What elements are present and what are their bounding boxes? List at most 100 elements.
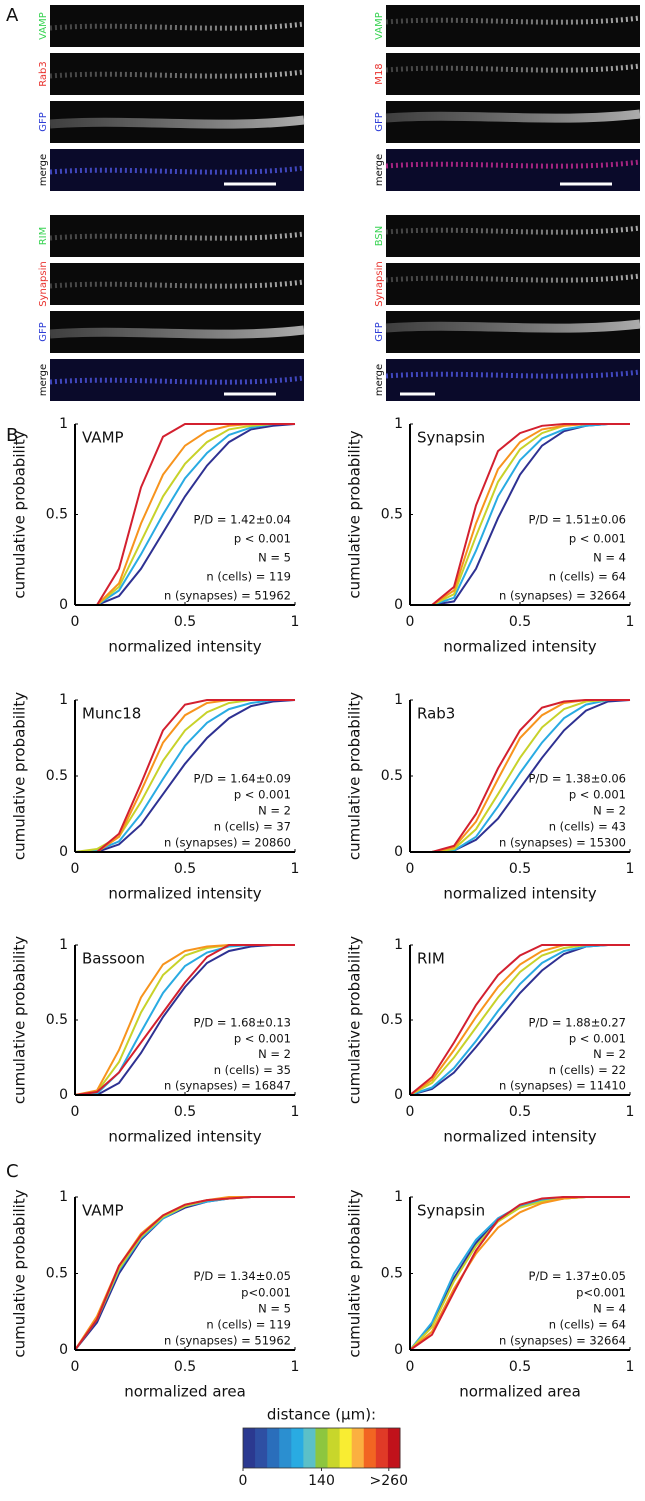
annotation: p < 0.001	[569, 788, 626, 802]
chart-title: Synapsin	[417, 1202, 485, 1220]
chart-title: VAMP	[82, 1202, 124, 1220]
y-tick-label: 0	[394, 1342, 403, 1358]
annotation: n (synapses) = 51962	[164, 1334, 291, 1348]
channel-label: Rab3	[38, 61, 49, 87]
annotation: n (synapses) = 11410	[499, 1079, 626, 1093]
y-tick-label: 0	[59, 1342, 68, 1358]
dendrite	[49, 165, 305, 175]
y-tick-label: 0	[394, 597, 403, 613]
y-axis-label: cumulative probability	[346, 692, 364, 860]
x-axis-label: normalized intensity	[108, 638, 261, 656]
colorbar-swatch	[327, 1428, 341, 1468]
colorbar-swatch	[351, 1428, 365, 1468]
y-axis-label: cumulative probability	[11, 1189, 29, 1357]
annotation: n (synapses) = 51962	[164, 589, 291, 603]
y-tick-label: 0.5	[46, 1266, 68, 1282]
y-tick-label: 0.5	[381, 507, 403, 523]
y-tick-label: 0.5	[46, 1012, 68, 1028]
channel-label: GFP	[38, 112, 49, 132]
y-tick-label: 1	[394, 416, 403, 432]
annotation: p < 0.001	[569, 531, 626, 545]
annotation: n (synapses) = 15300	[499, 836, 626, 850]
x-tick-label: 0.5	[174, 1104, 196, 1120]
annotation: N = 5	[258, 550, 291, 564]
x-tick-label: 0	[406, 1359, 415, 1375]
annotation: P/D = 1.37±0.05	[529, 1269, 626, 1283]
chart-title: Rab3	[417, 705, 455, 723]
annotation: n (synapses) = 32664	[499, 589, 626, 603]
colorbar-swatch	[387, 1428, 401, 1468]
y-axis-label: cumulative probability	[346, 1189, 364, 1357]
panel-label: B	[6, 425, 18, 446]
channel-label: VAMP	[38, 12, 49, 40]
annotation: n (cells) = 119	[206, 1317, 291, 1331]
colorbar-swatch	[339, 1428, 353, 1468]
annotation: n (synapses) = 20860	[164, 836, 291, 850]
annotation: p < 0.001	[234, 531, 291, 545]
x-tick-label: 1	[626, 614, 635, 630]
y-tick-label: 1	[394, 1189, 403, 1205]
channel-label: BSN	[374, 226, 385, 247]
channel-label: Synapsin	[38, 261, 49, 306]
x-tick-label: 1	[291, 1104, 300, 1120]
x-tick-label: 0	[406, 861, 415, 877]
y-tick-label: 1	[59, 416, 68, 432]
cdf-line	[410, 699, 630, 853]
x-tick-label: 0.5	[174, 861, 196, 877]
y-tick-label: 0	[59, 844, 68, 860]
colorbar-swatch	[375, 1428, 389, 1468]
colorbar-swatch	[315, 1428, 329, 1468]
chart-title: RIM	[417, 950, 445, 968]
chart-title: Synapsin	[417, 429, 485, 447]
chart-title: Bassoon	[82, 950, 145, 968]
x-axis-label: normalized area	[459, 1383, 581, 1401]
y-tick-label: 1	[394, 937, 403, 953]
annotation: p < 0.001	[569, 1031, 626, 1045]
x-tick-label: 0	[71, 1104, 80, 1120]
annotation: p<0.001	[241, 1285, 291, 1299]
dendrite	[49, 231, 305, 241]
annotation: n (synapses) = 32664	[499, 1334, 626, 1348]
colorbar-tick-label: >260	[370, 1473, 408, 1489]
annotation: p<0.001	[576, 1285, 626, 1299]
colorbar-swatch	[243, 1428, 256, 1468]
x-tick-label: 0.5	[174, 614, 196, 630]
channel-label: merge	[374, 154, 385, 186]
micrograph	[386, 5, 640, 47]
colorbar-swatch	[267, 1428, 280, 1468]
x-tick-label: 0.5	[509, 1104, 531, 1120]
annotation: n (cells) = 119	[206, 569, 291, 583]
x-tick-label: 0.5	[509, 861, 531, 877]
y-tick-label: 0.5	[381, 768, 403, 784]
y-tick-label: 1	[59, 1189, 68, 1205]
x-tick-label: 1	[291, 614, 300, 630]
annotation: P/D = 1.38±0.06	[529, 772, 626, 786]
annotation: N = 5	[258, 1301, 291, 1315]
y-tick-label: 0.5	[46, 507, 68, 523]
x-tick-label: 0	[406, 614, 415, 630]
cdf-line	[75, 699, 295, 853]
dendrite	[385, 319, 641, 333]
y-tick-label: 0	[59, 597, 68, 613]
cdf-line	[409, 1196, 630, 1351]
y-tick-label: 1	[59, 937, 68, 953]
dendrite	[385, 15, 641, 25]
cdf-line	[75, 699, 296, 853]
y-axis-label: cumulative probability	[346, 430, 364, 598]
cdf-line	[74, 699, 295, 853]
x-tick-label: 0	[71, 614, 80, 630]
dendrite	[385, 273, 641, 283]
dendrite	[49, 69, 305, 79]
dendrite	[385, 369, 641, 379]
annotation: N = 2	[258, 804, 291, 818]
annotation: n (cells) = 35	[214, 1063, 291, 1077]
cdf-line	[75, 423, 295, 606]
y-axis-label: cumulative probability	[11, 430, 29, 598]
cdf-line	[74, 944, 295, 1096]
annotation: n (cells) = 37	[214, 820, 291, 834]
y-tick-label: 0.5	[381, 1012, 403, 1028]
channel-label: GFP	[374, 112, 385, 132]
dendrite	[49, 115, 305, 129]
x-axis-label: normalized intensity	[108, 885, 261, 903]
